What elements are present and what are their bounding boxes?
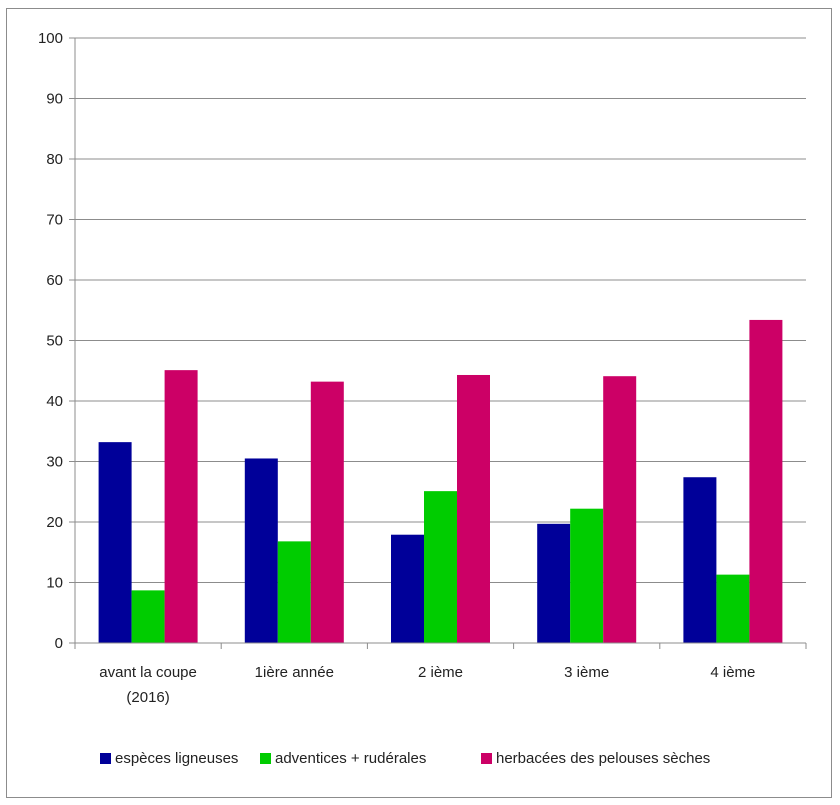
chart-frame: [6, 8, 832, 798]
y-tick-label: 0: [55, 635, 63, 652]
bar-0-3: [537, 523, 571, 643]
legend-swatch-2: [481, 753, 492, 764]
bar-0-2: [391, 534, 424, 643]
bar-1-3: [570, 508, 604, 643]
legend-label-1: adventices + rudérales: [275, 750, 426, 767]
y-tick-label: 20: [46, 514, 63, 531]
y-axis: 0 10 20 30 40 50 60 70 80 90 100: [38, 30, 76, 652]
x-category-label: (2016): [126, 689, 169, 706]
legend-swatch-0: [100, 753, 111, 764]
legend-swatch-1: [260, 753, 271, 764]
y-tick-label: 80: [46, 151, 63, 168]
bar-1-1: [277, 541, 311, 643]
bar-1-0: [131, 590, 165, 643]
bar-2-1: [310, 381, 344, 643]
legend-label-2: herbacées des pelouses sèches: [496, 750, 710, 767]
bars: [98, 319, 783, 643]
bar-2-4: [749, 319, 783, 643]
x-category-label: 2 ième: [418, 664, 463, 681]
legend: espèces ligneuses adventices + rudérales h…: [100, 750, 710, 767]
y-tick-label: 60: [46, 272, 63, 289]
bar-2-0: [164, 370, 198, 643]
y-tick-label: 30: [46, 454, 63, 471]
y-tick-label: 40: [46, 393, 63, 410]
bar-0-0: [98, 442, 132, 643]
bar-1-2: [424, 491, 457, 643]
x-axis: avant la coupe (2016) 1ière année 2 ième 3 i…: [74, 642, 807, 706]
bar-0-1: [244, 458, 278, 643]
x-category-label: avant la coupe: [99, 664, 197, 681]
legend-label-0: espèces ligneuses: [115, 750, 238, 767]
y-tick-label: 10: [46, 575, 63, 592]
x-category-label: 3 ième: [564, 664, 609, 681]
bar-1-4: [716, 574, 750, 643]
bar-2-3: [603, 376, 637, 643]
x-category-label: 1ière année: [255, 664, 334, 681]
x-category-label: 4 ième: [710, 664, 755, 681]
y-tick-label: 100: [38, 30, 63, 47]
y-tick-label: 70: [46, 212, 63, 229]
bar-2-2: [457, 374, 490, 643]
y-tick-label: 50: [46, 333, 63, 350]
bar-0-4: [683, 477, 717, 643]
y-tick-label: 90: [46, 91, 63, 108]
